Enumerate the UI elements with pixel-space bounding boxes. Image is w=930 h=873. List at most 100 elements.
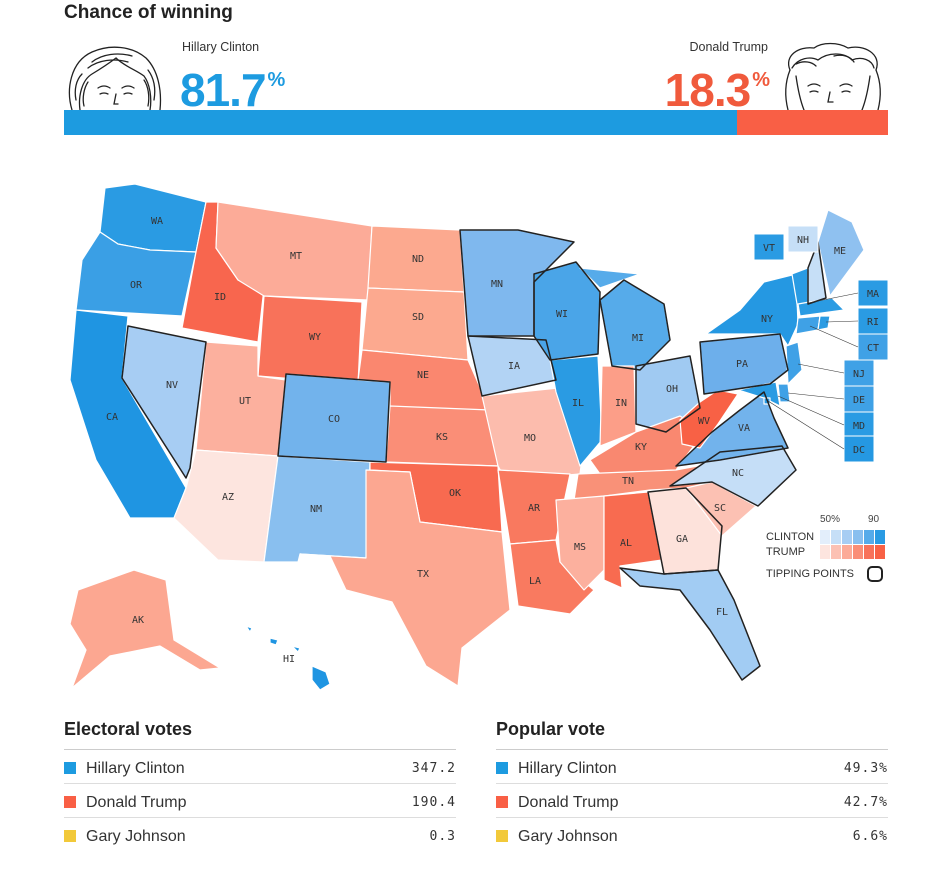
state-label-id: ID bbox=[214, 292, 226, 303]
state-label-ny: NY bbox=[761, 314, 773, 325]
state-label-ky: KY bbox=[635, 442, 647, 453]
legend-clinton-swatch-5 bbox=[875, 530, 885, 544]
state-label-pa: PA bbox=[736, 359, 748, 370]
table-row: Donald Trump 42.7% bbox=[496, 784, 888, 818]
table-row: Gary Johnson 0.3 bbox=[64, 818, 456, 852]
callout-leader-ri bbox=[825, 320, 859, 323]
tipping-outline-nv bbox=[121, 325, 207, 479]
tipping-outline-oh bbox=[635, 355, 701, 433]
table-row: Gary Johnson 6.6% bbox=[496, 818, 888, 852]
legend-clinton-swatch-4 bbox=[864, 530, 874, 544]
trump-bar-segment bbox=[737, 110, 888, 135]
table-row: Hillary Clinton 347.2 bbox=[64, 750, 456, 784]
state-sd[interactable] bbox=[361, 287, 469, 361]
legend-high-label: 90 bbox=[868, 514, 880, 525]
state-hi[interactable] bbox=[245, 625, 331, 691]
state-label-ks: KS bbox=[436, 432, 448, 443]
callout-leader-nj bbox=[797, 363, 845, 374]
trump-win-probability: 18.3% bbox=[664, 64, 770, 116]
state-label-sc: SC bbox=[714, 503, 726, 514]
legend-clinton-swatch-1 bbox=[831, 530, 841, 544]
state-box-vt[interactable] bbox=[753, 233, 785, 261]
state-label-ca: CA bbox=[106, 412, 118, 423]
state-wv[interactable] bbox=[679, 389, 739, 449]
state-label-md: MD bbox=[853, 421, 865, 432]
state-box-ri[interactable] bbox=[857, 307, 889, 335]
state-ri[interactable] bbox=[817, 315, 831, 331]
state-ms[interactable] bbox=[555, 495, 605, 591]
state-label-ga: GA bbox=[676, 534, 688, 545]
tipping-outline-ia bbox=[467, 335, 557, 397]
state-label-al: AL bbox=[620, 538, 632, 549]
state-label-hi: HI bbox=[283, 654, 295, 665]
state-box-ct[interactable] bbox=[857, 333, 889, 361]
tipping-outline-co bbox=[277, 373, 391, 463]
us-state-map: WA OR CA NV ID MT WY UT AZ CO NM ND SD N… bbox=[69, 183, 889, 691]
state-box-de[interactable] bbox=[843, 385, 875, 413]
legend-trump-swatch-2 bbox=[842, 545, 852, 559]
state-label-ar: AR bbox=[528, 503, 541, 514]
state-label-va: VA bbox=[738, 423, 750, 434]
state-or[interactable] bbox=[75, 231, 197, 317]
state-label-ri: RI bbox=[867, 317, 879, 328]
state-label-mn: MN bbox=[491, 279, 503, 290]
state-fl[interactable] bbox=[619, 567, 761, 681]
callout-leader-dc bbox=[767, 400, 845, 450]
state-tx[interactable] bbox=[299, 469, 511, 687]
win-probability-bar bbox=[64, 110, 888, 135]
state-la[interactable] bbox=[509, 539, 595, 615]
trump-swatch bbox=[64, 796, 76, 808]
legend-low-label: 50% bbox=[820, 514, 841, 525]
state-label-dc: DC bbox=[853, 445, 865, 456]
callout-leader-ma bbox=[807, 292, 859, 304]
legend-clinton-swatch-0 bbox=[820, 530, 830, 544]
clinton-win-probability: 81.7% bbox=[180, 64, 286, 116]
legend-clinton-swatches bbox=[820, 530, 886, 544]
state-label-de: DE bbox=[853, 395, 865, 406]
state-label-oh: OH bbox=[666, 384, 678, 395]
state-ny[interactable] bbox=[705, 273, 799, 347]
trump-name: Donald Trump bbox=[689, 40, 768, 54]
state-label-ak: AK bbox=[132, 615, 144, 626]
trump-swatch bbox=[496, 796, 508, 808]
map-legend: 50% 90 CLINTON TRUMP TIPPING POINTS bbox=[766, 514, 896, 584]
popular-value: 42.7% bbox=[843, 795, 888, 810]
legend-clinton-label: CLINTON bbox=[766, 531, 815, 543]
state-label-nm: NM bbox=[310, 504, 322, 515]
state-label-wi: WI bbox=[556, 309, 568, 320]
candidate-name: Hillary Clinton bbox=[86, 760, 185, 777]
tipping-point-icon bbox=[867, 566, 883, 582]
state-label-tn: TN bbox=[622, 476, 634, 487]
johnson-swatch bbox=[496, 830, 508, 842]
popular-value: 6.6% bbox=[852, 829, 888, 844]
state-label-il: IL bbox=[572, 398, 584, 409]
legend-clinton-swatch-3 bbox=[853, 530, 863, 544]
state-ak[interactable] bbox=[69, 569, 221, 689]
legend-trump-swatch-4 bbox=[864, 545, 874, 559]
state-label-wy: WY bbox=[309, 332, 321, 343]
table-row: Hillary Clinton 49.3% bbox=[496, 750, 888, 784]
state-box-nj[interactable] bbox=[843, 359, 875, 387]
state-ct[interactable] bbox=[795, 315, 821, 335]
callout-leader-md bbox=[777, 395, 845, 426]
state-label-mo: MO bbox=[524, 433, 536, 444]
state-label-ut: UT bbox=[239, 396, 251, 407]
state-me[interactable] bbox=[817, 209, 865, 297]
state-label-ia: IA bbox=[508, 361, 520, 372]
state-label-az: AZ bbox=[222, 492, 234, 503]
state-label-ne: NE bbox=[417, 370, 429, 381]
state-box-nh[interactable] bbox=[787, 225, 819, 253]
state-sc[interactable] bbox=[685, 481, 757, 537]
state-nj[interactable] bbox=[785, 341, 803, 385]
electoral-value: 347.2 bbox=[411, 761, 456, 776]
clinton-swatch bbox=[64, 762, 76, 774]
state-il[interactable] bbox=[549, 355, 603, 467]
state-label-nc: NC bbox=[732, 468, 744, 479]
state-label-sd: SD bbox=[412, 312, 424, 323]
legend-tipping-label: TIPPING POINTS bbox=[766, 568, 855, 580]
page-title: Chance of winning bbox=[64, 2, 233, 23]
legend-clinton-swatch-2 bbox=[842, 530, 852, 544]
electoral-votes-title: Electoral votes bbox=[64, 706, 456, 750]
callout-leader-ct bbox=[809, 325, 859, 348]
state-label-la: LA bbox=[529, 576, 541, 587]
